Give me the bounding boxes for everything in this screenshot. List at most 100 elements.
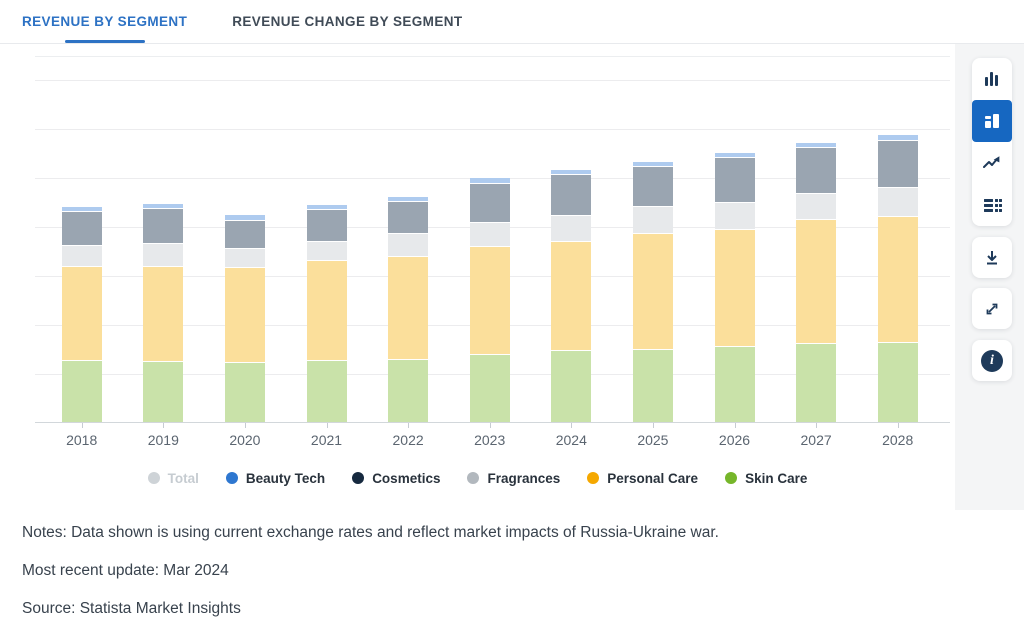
- bar-segment-personal-care[interactable]: [714, 228, 755, 347]
- bar-segment-personal-care[interactable]: [551, 241, 592, 351]
- bar-segment-skin-care[interactable]: [551, 350, 592, 422]
- x-axis-line: [35, 422, 950, 423]
- x-axis-label: 2022: [392, 432, 424, 448]
- bar-segment-cosmetics[interactable]: [143, 207, 184, 244]
- axis-tick: [489, 423, 491, 428]
- bar-segment-beauty-tech[interactable]: [551, 169, 592, 175]
- bar-segment-fragrances[interactable]: [469, 222, 510, 246]
- bar-segment-cosmetics[interactable]: [224, 219, 265, 249]
- legend-dot: [352, 472, 365, 484]
- bar-segment-beauty-tech[interactable]: [796, 142, 837, 147]
- bar-segment-beauty-tech[interactable]: [61, 206, 102, 212]
- x-axis-label: 2027: [800, 432, 832, 448]
- bar-segment-personal-care[interactable]: [632, 232, 673, 349]
- bar-2020: [224, 215, 265, 422]
- x-axis-label: 2021: [310, 432, 343, 448]
- bar-segment-personal-care[interactable]: [469, 245, 510, 355]
- bar-2027: [796, 142, 837, 422]
- bar-segment-personal-care[interactable]: [796, 218, 837, 344]
- gridline: [35, 80, 950, 81]
- download-button[interactable]: [972, 237, 1012, 278]
- bar-segment-cosmetics[interactable]: [551, 174, 592, 216]
- tab-label: REVENUE CHANGE BY SEGMENT: [232, 14, 463, 29]
- legend-item-skin-care[interactable]: Skin Care: [725, 471, 807, 486]
- chart-legend: Total Beauty Tech Cosmetics Fragrances Perso…: [0, 468, 955, 488]
- bar-segment-beauty-tech[interactable]: [388, 196, 429, 201]
- bar-segment-fragrances[interactable]: [388, 233, 429, 256]
- fullscreen-icon: [986, 303, 998, 314]
- legend-item-total[interactable]: Total: [147, 471, 199, 486]
- axis-tick: [81, 423, 83, 428]
- legend-label: Skin Care: [745, 470, 808, 486]
- axis-tick: [326, 423, 328, 428]
- legend-dot: [467, 472, 480, 484]
- info-button[interactable]: i: [972, 340, 1012, 381]
- chart-type-switcher: [972, 58, 1012, 226]
- bar-segment-beauty-tech[interactable]: [469, 178, 510, 183]
- bar-segment-beauty-tech[interactable]: [306, 205, 347, 209]
- bar-segment-skin-care[interactable]: [714, 346, 755, 422]
- bar-segment-beauty-tech[interactable]: [877, 134, 918, 140]
- data-table-button[interactable]: [972, 184, 1012, 226]
- bar-segment-personal-care[interactable]: [306, 260, 347, 360]
- bar-segment-personal-care[interactable]: [388, 255, 429, 360]
- bar-segment-skin-care[interactable]: [306, 359, 347, 422]
- legend-item-cosmetics[interactable]: Cosmetics: [352, 471, 440, 486]
- column-chart-button[interactable]: [972, 58, 1012, 100]
- bar-segment-beauty-tech[interactable]: [143, 203, 184, 208]
- info-icon: i: [981, 349, 1003, 372]
- bar-segment-cosmetics[interactable]: [469, 182, 510, 223]
- bar-segment-fragrances[interactable]: [632, 206, 673, 233]
- legend-item-personal-care[interactable]: Personal Care: [587, 471, 698, 486]
- bar-segment-skin-care[interactable]: [632, 348, 673, 422]
- line-chart-button[interactable]: [972, 142, 1012, 184]
- fullscreen-button[interactable]: [972, 288, 1012, 329]
- bar-segment-fragrances[interactable]: [224, 248, 265, 268]
- bar-segment-beauty-tech[interactable]: [632, 161, 673, 166]
- bar-segment-cosmetics[interactable]: [388, 200, 429, 234]
- bar-segment-skin-care[interactable]: [61, 359, 102, 422]
- bar-segment-personal-care[interactable]: [143, 265, 184, 361]
- notes-line: Notes: Data shown is using current excha…: [22, 524, 719, 541]
- bar-segment-cosmetics[interactable]: [306, 208, 347, 242]
- axis-tick: [734, 423, 736, 428]
- legend-dot: [725, 472, 738, 484]
- legend-label: Fragrances: [487, 470, 561, 486]
- x-axis-label: 2023: [474, 432, 506, 448]
- bar-segment-skin-care[interactable]: [143, 360, 184, 422]
- bar-segment-fragrances[interactable]: [877, 186, 918, 216]
- legend-item-beauty-tech[interactable]: Beauty Tech: [225, 471, 325, 486]
- stacked-chart-button[interactable]: [972, 100, 1012, 142]
- bar-segment-skin-care[interactable]: [224, 361, 265, 422]
- tab-bar: REVENUE BY SEGMENT REVENUE CHANGE BY SEG…: [0, 0, 1024, 44]
- x-axis-label: 2025: [637, 432, 669, 448]
- bar-segment-personal-care[interactable]: [224, 267, 265, 362]
- tab-revenue-by-segment[interactable]: REVENUE BY SEGMENT: [22, 0, 187, 43]
- bar-segment-cosmetics[interactable]: [796, 146, 837, 193]
- bar-2018: [61, 206, 102, 422]
- bar-segment-skin-care[interactable]: [796, 343, 837, 422]
- legend-dot: [587, 472, 600, 484]
- bar-segment-beauty-tech[interactable]: [714, 152, 755, 158]
- bar-segment-skin-care[interactable]: [469, 354, 510, 422]
- bar-segment-cosmetics[interactable]: [61, 211, 102, 245]
- tab-revenue-change-by-segment[interactable]: REVENUE CHANGE BY SEGMENT: [232, 0, 462, 43]
- bar-segment-fragrances[interactable]: [61, 244, 102, 267]
- bar-segment-personal-care[interactable]: [61, 266, 102, 360]
- bar-segment-personal-care[interactable]: [877, 215, 918, 342]
- bar-2025: [632, 161, 673, 422]
- bar-segment-beauty-tech[interactable]: [224, 215, 265, 220]
- bar-segment-fragrances[interactable]: [714, 202, 755, 229]
- bar-segment-fragrances[interactable]: [143, 243, 184, 266]
- bar-segment-fragrances[interactable]: [306, 241, 347, 261]
- bar-segment-cosmetics[interactable]: [714, 157, 755, 203]
- bar-segment-cosmetics[interactable]: [877, 139, 918, 187]
- bar-segment-fragrances[interactable]: [551, 215, 592, 242]
- bar-segment-fragrances[interactable]: [796, 192, 837, 219]
- bar-segment-skin-care[interactable]: [877, 341, 918, 422]
- bar-2019: [143, 203, 184, 422]
- x-axis-label: 2019: [147, 432, 179, 448]
- legend-item-fragrances[interactable]: Fragrances: [467, 471, 560, 486]
- bar-segment-skin-care[interactable]: [388, 359, 429, 422]
- bar-segment-cosmetics[interactable]: [632, 165, 673, 207]
